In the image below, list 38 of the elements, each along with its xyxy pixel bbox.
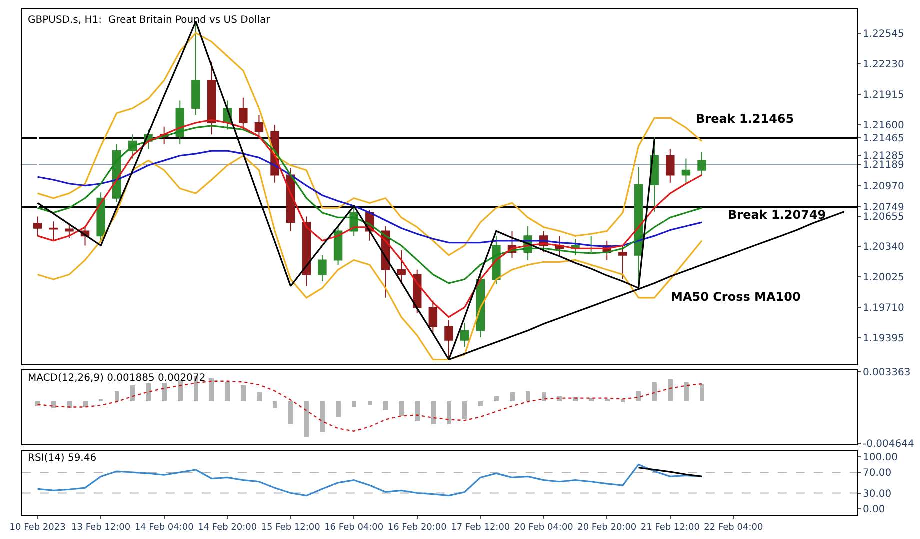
y-tick-label: 1.20655 <box>863 212 904 223</box>
x-tick-label: 10 Feb 2023 <box>10 522 66 533</box>
y-tick-label: 70.00 <box>863 468 892 480</box>
x-tick-label: 16 Feb 20:00 <box>388 522 448 533</box>
x-tick-label: 22 Feb 04:00 <box>704 522 764 533</box>
y-tick-label: 1.21285 <box>863 150 904 162</box>
y-tick-label: 1.20749 <box>863 202 904 214</box>
y-tick-label: 1.19395 <box>863 334 904 344</box>
x-tick-label: 20 Feb 20:00 <box>578 522 637 533</box>
y-tick-label: 0.00 <box>863 504 886 516</box>
y-tick-label: 1.21189 <box>863 160 904 172</box>
annotation: Break 1.20749 <box>728 208 826 222</box>
y-tick-label: 1.20970 <box>863 181 904 192</box>
y-tick-label: 1.19710 <box>863 303 904 314</box>
annotation: MA50 Cross MA100 <box>671 290 801 304</box>
y-tick-label: 1.21915 <box>863 90 904 102</box>
y-tick-label: -0.004644 <box>863 438 914 450</box>
y-tick-label: 0.003363 <box>863 367 911 378</box>
y-tick-label: 1.20340 <box>863 242 904 254</box>
x-tick-label: 13 Feb 12:00 <box>72 522 131 533</box>
x-tick-label: 20 Feb 04:00 <box>514 522 574 533</box>
text: GBPUSD.s, H1: Great Britain Pound vs US Dollar <box>28 15 272 26</box>
x-tick-label: 17 Feb 12:00 <box>451 522 510 533</box>
x-tick-label: 15 Feb 12:00 <box>261 522 321 533</box>
chart-title: RSI(14) 59.46 <box>28 453 97 464</box>
y-tick-label: 1.21600 <box>863 120 904 132</box>
y-tick-label: 1.20025 <box>863 272 904 284</box>
y-tick-label: 100.00 <box>863 452 898 464</box>
y-tick-label: 1.21465 <box>863 133 904 144</box>
x-tick-label: 16 Feb 04:00 <box>324 522 384 533</box>
y-tick-label: 1.22545 <box>863 29 904 40</box>
x-tick-label: 21 Feb 12:00 <box>640 522 700 533</box>
x-tick-label: 14 Feb 04:00 <box>134 522 194 533</box>
y-tick-label: 1.22230 <box>863 60 904 71</box>
annotation: Break 1.21465 <box>696 112 794 126</box>
chart-title: MACD(12,26,9) 0.001885 0.002072 <box>28 373 206 384</box>
x-tick-label: 14 Feb 20:00 <box>198 522 258 533</box>
y-tick-label: 30.00 <box>863 488 892 500</box>
